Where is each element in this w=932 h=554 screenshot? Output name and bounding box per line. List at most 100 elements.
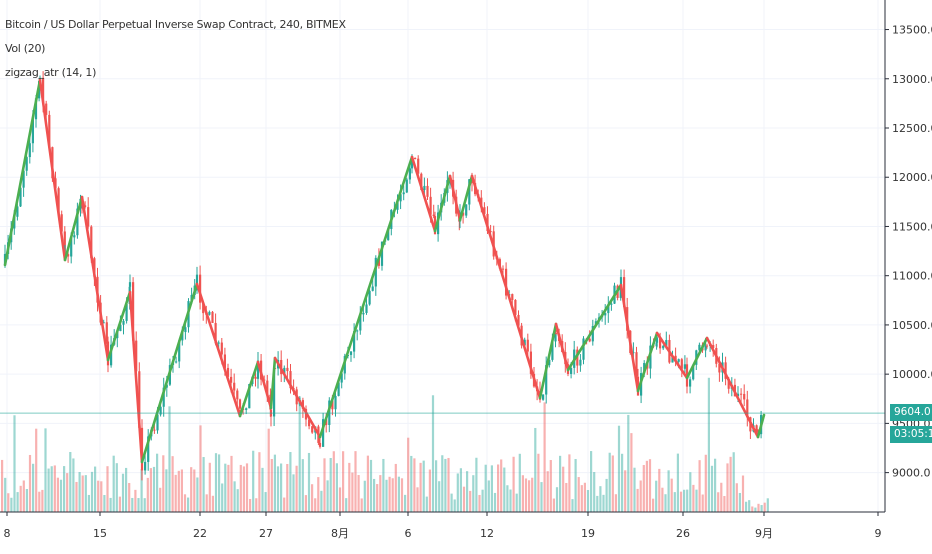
candle-body (414, 157, 417, 159)
volume-bar (710, 465, 714, 512)
candle-body (671, 355, 674, 363)
candle-body (619, 277, 623, 290)
candle-body (680, 359, 683, 369)
candle-body (659, 337, 662, 349)
volume-bar (326, 480, 329, 512)
volume-bar (723, 496, 726, 512)
volume-bar (128, 482, 131, 512)
volume-bar (388, 476, 391, 512)
zigzag-segment (273, 356, 322, 439)
volume-bar (357, 475, 360, 512)
volume-bar (69, 451, 72, 512)
volume-bar (478, 494, 481, 512)
volume-bar (450, 493, 453, 512)
candle-body (356, 330, 359, 332)
candle-body (433, 216, 437, 235)
candle-body (542, 394, 545, 400)
candle-body (181, 332, 184, 341)
volume-bar (714, 458, 717, 512)
volume-bar (320, 490, 323, 512)
y-tick-label: 10000.0 (892, 368, 932, 381)
volume-bar (100, 481, 103, 512)
zigzag-segment (38, 78, 67, 262)
volume-bar (329, 458, 332, 512)
volume-bar (379, 475, 382, 512)
volume-bar (224, 463, 227, 512)
volume-bar (484, 464, 487, 512)
candle-body (576, 349, 579, 366)
candle-body (42, 78, 45, 104)
candle-body (128, 282, 132, 287)
volume-bar (648, 459, 652, 512)
candle-body (45, 103, 48, 115)
volume-bar (103, 495, 106, 512)
volume-bar (568, 454, 571, 512)
volume-bar (16, 492, 19, 512)
candle-body (156, 414, 159, 431)
volume-bar (748, 500, 751, 512)
volume-bar (605, 478, 608, 512)
candle-body (48, 114, 51, 148)
candle-body (202, 302, 205, 314)
volume-bar (466, 471, 469, 512)
zigzag-segment (685, 336, 709, 380)
candle-body (286, 367, 289, 372)
volume-bar (614, 494, 617, 512)
volume-bar (577, 477, 580, 512)
volume-bar (171, 456, 174, 512)
volume-bar (608, 452, 611, 512)
volume-bar (673, 492, 676, 512)
volume-bar (645, 460, 648, 512)
volume-bar (84, 475, 87, 512)
volume-bar (332, 451, 335, 512)
candle-body (374, 257, 377, 287)
candle-body (31, 119, 34, 144)
volume-bar (205, 494, 208, 512)
candle-body (318, 442, 322, 447)
volume-bar (22, 480, 25, 512)
candle-body (60, 214, 63, 232)
volume-bar (679, 491, 683, 512)
time-axis[interactable]: 8 15 22 27 8月 6 12 19 26 9月 9 (4, 512, 882, 540)
volume-bar (735, 483, 738, 512)
zigzag-segment (256, 360, 273, 410)
volume-bar (546, 471, 549, 512)
volume-bar (156, 453, 159, 512)
volume-bar (562, 466, 565, 512)
candle-body (135, 340, 138, 372)
candle-body (402, 192, 405, 195)
candle-body (162, 387, 165, 407)
candle-body (178, 340, 181, 362)
zigzag-segment (433, 174, 452, 233)
volume-bar (187, 497, 190, 512)
volume-bar (63, 466, 66, 512)
volume-bars (1, 377, 769, 512)
volume-bar (407, 437, 410, 512)
volume-bar (698, 460, 701, 512)
volume-bar (717, 492, 720, 512)
volume-bar (177, 470, 180, 512)
candle-body (470, 179, 474, 183)
volume-bar (292, 474, 295, 512)
candle-body (399, 194, 402, 202)
candle-body (554, 333, 557, 342)
volume-bar (435, 460, 438, 512)
volume-bar (311, 484, 314, 512)
volume-bar (97, 480, 100, 512)
candle-body (248, 384, 251, 409)
candle-body (362, 312, 365, 315)
volume-bar (230, 455, 233, 512)
volume-bar (580, 485, 583, 512)
volume-bar (397, 476, 400, 512)
volume-bar (438, 481, 441, 512)
volume-bar (661, 487, 664, 512)
candle-body (743, 393, 746, 400)
volume-bar (543, 402, 546, 512)
volume-bar (196, 477, 199, 512)
volume-bar (639, 480, 642, 512)
candle-body (132, 282, 135, 341)
volume-bar (47, 468, 50, 512)
volume-bar (323, 458, 326, 512)
